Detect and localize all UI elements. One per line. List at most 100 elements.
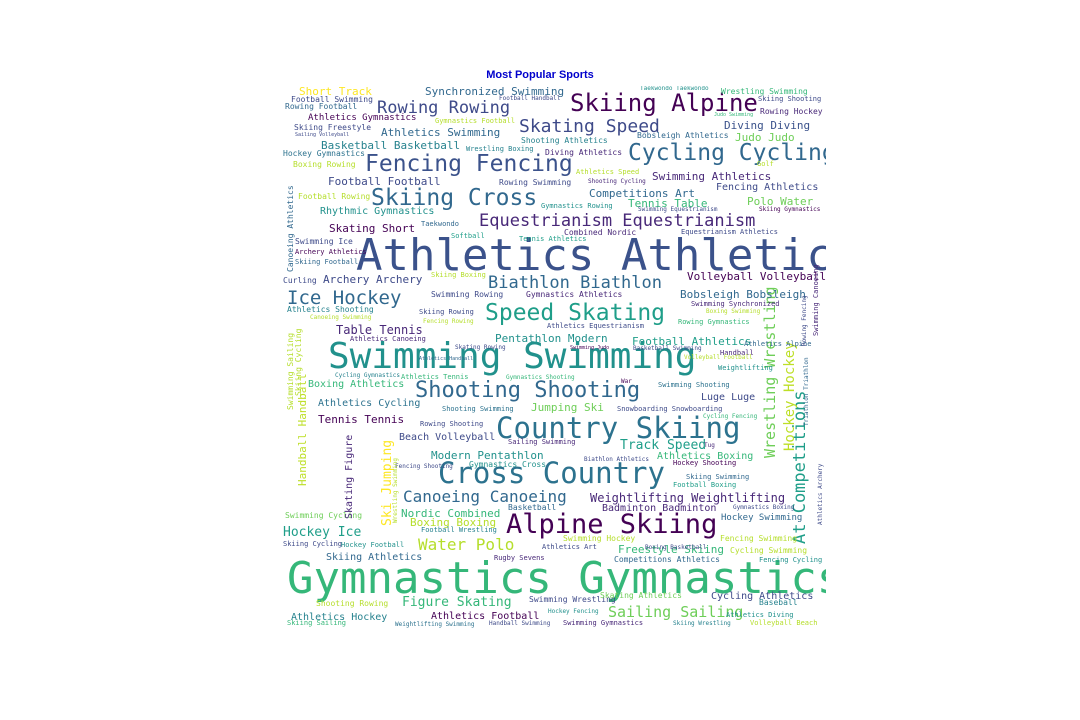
cloud-word: Polo Water [747, 195, 814, 208]
cloud-word: Hockey Swimming [721, 513, 803, 523]
cloud-word: Gymnastics Boxing [733, 504, 795, 511]
cloud-word: Shooting Shooting [415, 378, 641, 403]
cloud-word: Rugby Sevens [494, 554, 545, 562]
cloud-word: Athletics Athletics [356, 230, 826, 281]
cloud-word: Fencing Cycling [759, 556, 823, 564]
cloud-word: Golf [757, 160, 774, 168]
cloud-word: Boxing Athletics [308, 379, 405, 390]
cloud-word: Shooting Cycling [588, 178, 646, 185]
cloud-word: Athletics Shooting [287, 305, 374, 314]
cloud-word: Skating Speed [519, 116, 660, 137]
cloud-word: Swimming Synchronized [691, 300, 780, 308]
cloud-word: Skiing Athletics [326, 552, 423, 563]
cloud-word: Biathlon Biathlon [488, 273, 662, 293]
cloud-word: Skiing Sailing [287, 619, 347, 627]
cloud-word: Skiing Swimming [686, 473, 750, 481]
cloud-word: Competitions Art [589, 187, 695, 200]
cloud-word: Swimming Hockey [563, 534, 636, 543]
cloud-word: Modern Pentathlon [431, 449, 544, 462]
cloud-word: Wrestling Swimming [392, 457, 399, 523]
cloud-word: Biathlon Athletics [584, 456, 650, 463]
cloud-word: Swimming Wrestling [529, 595, 616, 604]
cloud-word: Swimming Rowing [431, 290, 504, 299]
cloud-word: Skiing Cycling [283, 540, 343, 548]
cloud-word: Synchronized Swimming [425, 86, 565, 98]
cloud-word: Skiing Freestyle [294, 123, 372, 132]
cloud-word: Cycling Swimming [730, 546, 808, 555]
cloud-word: Handball [720, 349, 754, 357]
cloud-word: Boxing Swimming [706, 308, 761, 315]
cloud-word: Weightlifting Weightlifting [590, 491, 786, 505]
cloud-word: Diving Athletics [545, 148, 623, 157]
cloud-word: Basketball [508, 503, 557, 512]
cloud-word: Canoeing Canoeing [403, 487, 567, 506]
cloud-word: Boxing Basketball [645, 544, 707, 551]
cloud-word: Basketball Swimming [633, 345, 702, 352]
cloud-word: Weightlifting Swimming [395, 621, 475, 628]
cloud-word: Pentathlon Modern [495, 332, 608, 345]
cloud-word: Snowboarding Snowboarding [617, 405, 723, 413]
cloud-word: Judo Swimming [714, 112, 754, 118]
cloud-word: Gymnastics Gymnastics [287, 553, 826, 604]
cloud-word: Cycling Fencing [703, 413, 758, 420]
cloud-word: Hockey Hockey [782, 341, 798, 451]
cloud-word: Swimming Gymnastics [563, 619, 644, 627]
cloud-word: Softball [451, 232, 485, 240]
cloud-word: Rowing Hockey [760, 107, 823, 116]
cloud-word: Skiing Alpine [570, 89, 758, 117]
cloud-word: Football Boxing [673, 481, 737, 489]
cloud-word: Water Polo [418, 535, 515, 554]
cloud-word: Gymnastics Shooting [506, 374, 575, 381]
cloud-word: Equestrianism Equestrianism [479, 211, 756, 231]
cloud-word: Hockey Ice [283, 525, 362, 540]
cloud-word: Bobsleigh Athletics [637, 131, 729, 140]
cloud-word: Football Rowing [298, 192, 371, 201]
cloud-word: Rhythmic Gymnastics [320, 206, 435, 217]
cloud-word: Cycling Athletics [711, 591, 814, 602]
cloud-word: Wrestling Boxing [466, 145, 534, 153]
cloud-word: Skiing Boxing [431, 271, 486, 279]
cloud-word: Swimming Cycling [285, 511, 363, 520]
cloud-word: Rowing Shooting [420, 420, 484, 428]
cloud-word: Alpine Skiing [506, 509, 718, 540]
cloud-word: Volleyball Volleyball [687, 270, 826, 283]
cloud-word: Athletics Equestrianism [547, 322, 644, 330]
cloud-word: Sailing Swimming [508, 438, 576, 446]
cloud-word: Hockey Gymnastics [283, 149, 365, 158]
chart-title: Most Popular Sports [486, 69, 594, 81]
cloud-word: Swimming Equestrianism [638, 206, 718, 213]
cloud-word: Hockey Football [341, 541, 405, 549]
cloud-word: Nordic Combined [401, 507, 501, 520]
cloud-word: Volleyball Beach [750, 619, 818, 627]
cloud-word: Shooting Athletics [521, 136, 608, 145]
cloud-word: Athletics Cycling [318, 398, 421, 409]
cloud-word: Athletics Handball [419, 356, 474, 362]
cloud-word: Football Athletics [632, 335, 752, 348]
cloud-word: Cross Country [438, 456, 665, 490]
cloud-word: Rowing Football [285, 102, 358, 111]
cloud-word: Fencing Rowing [423, 318, 474, 325]
cloud-word: Boxing Rowing [293, 160, 356, 169]
cloud-word: Swimming Canoeing [812, 264, 820, 336]
cloud-word: Canoeing Swimming [310, 314, 372, 321]
cloud-word: Tennis Table [628, 197, 708, 210]
cloud-word: Shooting Swimming [442, 405, 514, 413]
cloud-word: Athletics Diving [726, 611, 794, 619]
cloud-word: Sailing Sailing [608, 603, 744, 621]
word-cloud: Athletics Athletics Gymnastics Gymnastic… [283, 86, 826, 629]
cloud-word: Taekwondo Taekwondo [640, 86, 709, 92]
cloud-word: Skiing Football [295, 258, 359, 266]
cloud-word: Football Wrestling [421, 526, 497, 534]
cloud-word: Rowing Gymnastics [678, 318, 750, 326]
cloud-word: Gymnastics Athletics [526, 290, 623, 299]
cloud-word: Athletics Art [542, 543, 597, 551]
cloud-word: Cycling Cycling [628, 140, 826, 166]
cloud-word: Swimming Shooting [658, 381, 730, 389]
cloud-word: Judo Judo [735, 131, 795, 144]
cloud-word: Table Tennis [336, 323, 423, 337]
cloud-word: Archery Athletics [295, 248, 367, 256]
cloud-word: Football Swimming [291, 95, 373, 104]
cloud-word: Tennis Athletics [519, 235, 587, 243]
cloud-word: Wrestling Wrestling [761, 286, 779, 458]
